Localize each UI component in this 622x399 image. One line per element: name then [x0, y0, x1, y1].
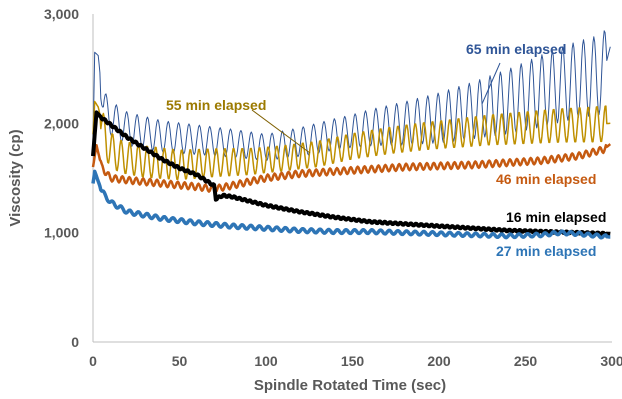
x-tick-label: 0 — [89, 353, 97, 369]
y-tick-label: 1,000 — [44, 225, 79, 241]
leader-line-65 — [481, 62, 501, 105]
series-line-16-min-elapsed — [91, 110, 612, 237]
y-tick-label: 2,000 — [44, 115, 79, 131]
label-46-min: 46 min elapsed — [496, 171, 596, 187]
series-lines — [91, 30, 612, 240]
series-line-27-min-elapsed — [91, 169, 612, 240]
x-tick-label: 250 — [514, 353, 538, 369]
x-tick-label: 300 — [600, 353, 622, 369]
x-tick-label: 50 — [172, 353, 188, 369]
series-line-65-min-elapsed — [92, 30, 611, 161]
leader-line-55 — [251, 109, 311, 154]
x-axis-title: Spindle Rotated Time (sec) — [254, 377, 446, 394]
x-tick-label: 100 — [254, 353, 278, 369]
label-27-min: 27 min elapsed — [496, 243, 596, 259]
x-tick-labels: 0 50 100 150 200 250 300 — [89, 353, 622, 369]
y-tick-label: 3,000 — [44, 6, 79, 22]
label-55-min: 55 min elapsed — [166, 97, 266, 113]
y-tick-labels: 0 1,000 2,000 3,000 — [44, 6, 79, 350]
y-tick-label: 0 — [71, 334, 79, 350]
y-axis-title: Viscosity (cp) — [7, 129, 24, 226]
label-16-min: 16 min elapsed — [506, 209, 606, 225]
x-tick-label: 150 — [341, 353, 365, 369]
x-tick-label: 200 — [427, 353, 451, 369]
label-65-min: 65 min elapsed — [466, 41, 566, 57]
series-line-46-min-elapsed — [91, 143, 612, 194]
